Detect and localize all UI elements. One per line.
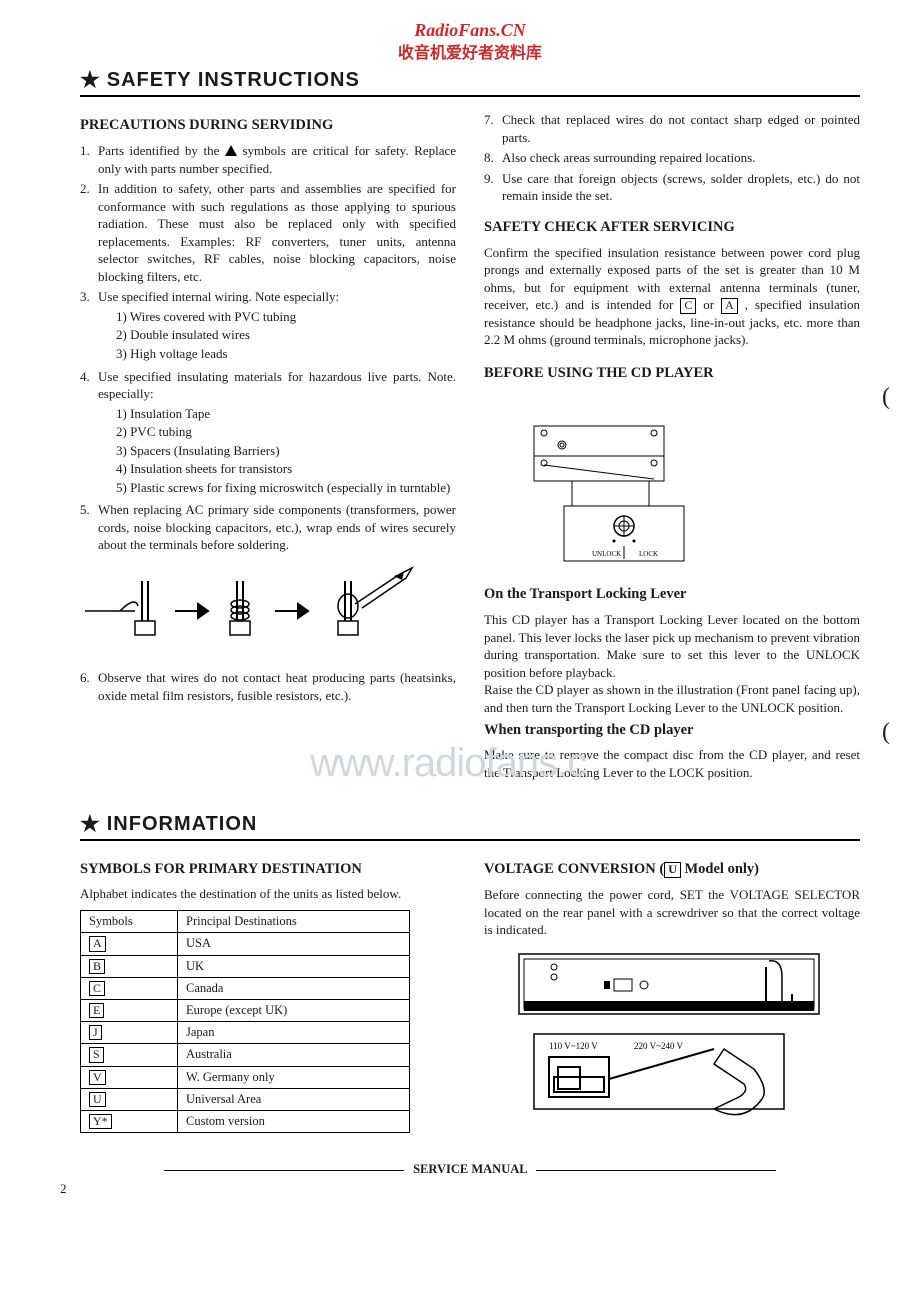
page-number: 2	[60, 1181, 860, 1197]
prec-item-4: Use specified insulating materials for h…	[98, 368, 456, 499]
transport-p3: Make sure to remove the compact disc fro…	[484, 746, 860, 781]
precautions-list-right: 7.Check that replaced wires do not conta…	[484, 111, 860, 205]
prec-item-2: In addition to safety, other parts and a…	[98, 180, 456, 285]
precautions-head: PRECAUTIONS DURING SERVIDING	[80, 117, 456, 134]
svg-text:110 V~120 V: 110 V~120 V	[549, 1041, 598, 1051]
safety-header: ★ SAFETY INSTRUCTIONS	[80, 67, 860, 97]
voltage-head: VOLTAGE CONVERSION (U Model only)	[484, 861, 860, 878]
voltage-body: Before connecting the power cord, SET th…	[484, 886, 860, 939]
precautions-list: 1.Parts identified by the symbols are cr…	[80, 142, 456, 554]
prec-item-1: Parts identified by the symbols are crit…	[98, 142, 456, 177]
destination-table: Symbols Principal Destinations AUSA BUK …	[80, 910, 410, 1133]
col-symbols: Symbols	[81, 911, 178, 933]
svg-text:UNLOCK: UNLOCK	[592, 550, 621, 558]
prec-item-7: Check that replaced wires do not contact…	[502, 111, 860, 146]
warning-triangle-icon	[225, 145, 237, 156]
safety-title: SAFETY INSTRUCTIONS	[107, 69, 360, 92]
information-header: ★ INFORMATION	[80, 811, 860, 841]
symbols-head: SYMBOLS FOR PRIMARY DESTINATION	[80, 861, 456, 878]
safety-check-body: Confirm the specified insulation resista…	[484, 244, 860, 349]
voltage-selector-figure: 110 V~120 V 220 V~240 V	[514, 949, 860, 1124]
wire-soldering-figure	[80, 566, 456, 651]
transport-p1: This CD player has a Transport Locking L…	[484, 611, 860, 681]
prec-item-6: Observe that wires do not contact heat p…	[98, 669, 456, 704]
boxed-a: A	[721, 298, 738, 313]
transport-p2: Raise the CD player as shown in the illu…	[484, 681, 860, 716]
before-head: BEFORE USING THE CD PLAYER	[484, 365, 860, 382]
svg-text:LOCK: LOCK	[639, 550, 658, 558]
footer: SERVICE MANUAL	[80, 1162, 860, 1177]
star-icon-2: ★	[80, 811, 101, 837]
watermark-line1: RadioFans.CN	[80, 20, 860, 41]
prec-item-9: Use care that foreign objects (screws, s…	[502, 170, 860, 205]
prec-item-5: When replacing AC primary side component…	[98, 501, 456, 554]
prec-item-3: Use specified internal wiring. Note espe…	[98, 288, 456, 364]
safety-check-head: SAFETY CHECK AFTER SERVICING	[484, 219, 860, 236]
paren-icon-2: (	[882, 719, 890, 745]
transport-head: On the Transport Locking Lever	[484, 586, 860, 603]
symbols-note: Alphabet indicates the destination of th…	[80, 886, 456, 902]
paren-icon: (	[882, 384, 890, 410]
svg-text:220 V~240 V: 220 V~240 V	[634, 1041, 684, 1051]
col-destinations: Principal Destinations	[178, 911, 410, 933]
precautions-list-2: 6.Observe that wires do not contact heat…	[80, 669, 456, 704]
boxed-c: C	[680, 298, 696, 313]
info-title: INFORMATION	[107, 813, 258, 836]
cd-lock-figure: UNLOCK LOCK	[514, 421, 860, 576]
star-icon: ★	[80, 67, 101, 93]
prec-item-8: Also check areas surrounding repaired lo…	[502, 149, 860, 167]
watermark-line2: 收音机爱好者资料库	[80, 39, 860, 63]
footer-text: SERVICE MANUAL	[413, 1162, 527, 1176]
